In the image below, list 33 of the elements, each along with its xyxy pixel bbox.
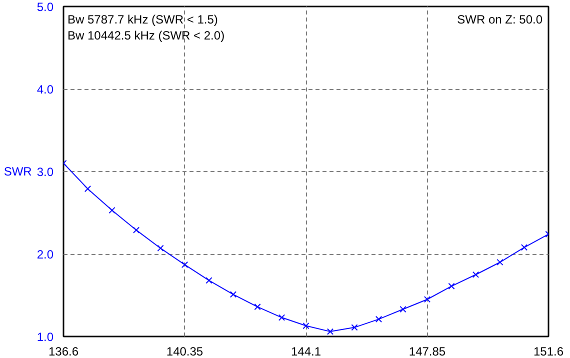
x-tick-label: 144.1	[290, 344, 322, 358]
y-tick-label: 5.0	[36, 0, 54, 14]
y-tick-label: 3.0	[36, 165, 54, 179]
annotation: Bw 10442.5 kHz (SWR < 2.0)	[68, 28, 225, 42]
point	[132, 226, 140, 234]
point	[84, 185, 92, 192]
point	[278, 314, 286, 321]
point	[351, 324, 358, 331]
annotation: Bw 5787.7 kHz (SWR < 1.5)	[68, 12, 218, 26]
point	[108, 206, 116, 214]
point	[254, 303, 261, 310]
point	[181, 261, 188, 268]
y-tick-label: 2.0	[36, 248, 54, 262]
point	[448, 282, 455, 290]
point	[302, 322, 310, 330]
point	[375, 316, 382, 323]
point	[520, 244, 528, 251]
point	[157, 244, 164, 252]
y-tick-label: 4.0	[36, 82, 54, 96]
y-tick-label: 1.0	[36, 330, 54, 344]
x-tick-label: 140.35	[166, 344, 204, 358]
point	[424, 296, 431, 303]
point	[472, 271, 480, 278]
y-axis-title: SWR	[4, 164, 32, 178]
point	[400, 306, 406, 313]
point	[230, 291, 237, 298]
x-tick-label: 136.6	[48, 344, 79, 358]
point	[206, 277, 212, 284]
x-tick-label: 151.6	[533, 344, 564, 358]
point	[496, 258, 504, 266]
annotation: SWR on Z: 50.0	[457, 12, 543, 26]
point	[326, 328, 334, 335]
x-tick-label: 147.85	[408, 344, 446, 358]
